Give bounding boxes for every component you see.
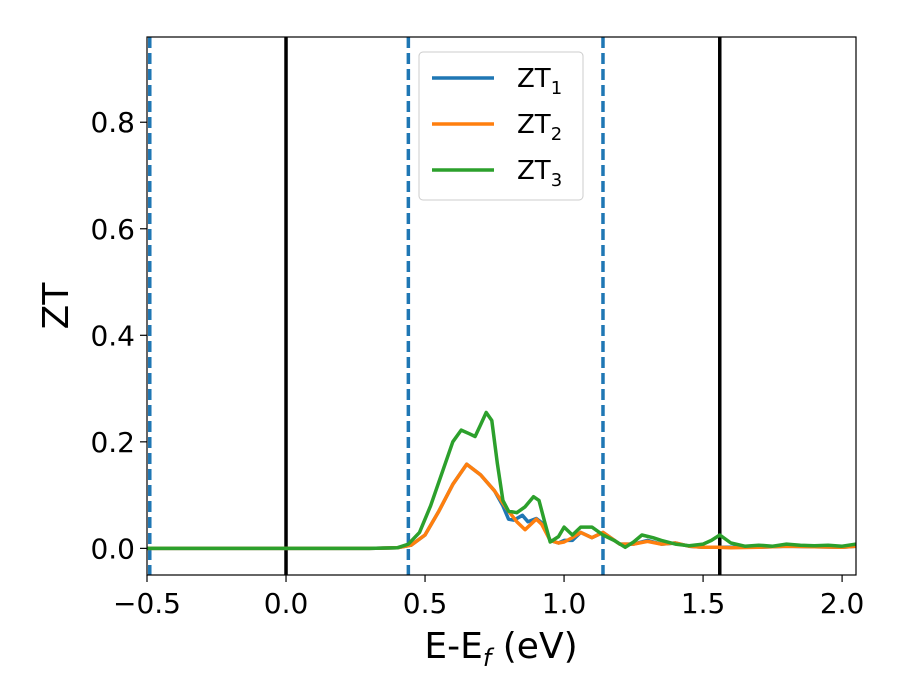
series-line-zt2 [147,462,856,551]
x-axis-label: E-Ef (eV) [424,626,577,672]
legend-label-zt3: ZT3 [517,156,562,191]
x-tick-label: 1.0 [542,587,587,620]
legend-box [418,51,584,201]
x-tick-label: 0.0 [264,587,309,620]
y-axis-label: ZT [36,282,77,330]
plot-frame [146,36,857,576]
legend-label-zt2: ZT2 [517,110,562,145]
series-group [147,410,856,551]
legend: ZT1 ZT2 ZT3 [418,51,584,201]
x-tick-label: −0.5 [113,587,181,620]
x-tick-label: 0.5 [403,587,448,620]
y-tick-label: 0.2 [90,426,135,459]
legend-label-zt1: ZT1 [517,64,562,99]
x-tick-label: 1.5 [681,587,726,620]
y-axis: 0.0 0.2 0.4 0.6 0.8 [90,106,147,565]
series-line-zt3 [147,410,856,551]
y-tick-label: 0.0 [90,532,135,565]
y-tick-label: 0.6 [90,213,135,246]
vertical-reference-lines [148,37,722,575]
y-tick-label: 0.4 [90,319,135,352]
y-tick-label: 0.8 [90,106,135,139]
x-tick-label: 2.0 [820,587,865,620]
x-axis: −0.5 0.0 0.5 1.0 1.5 2.0 [113,575,864,620]
series-line-zt1 [147,462,856,551]
